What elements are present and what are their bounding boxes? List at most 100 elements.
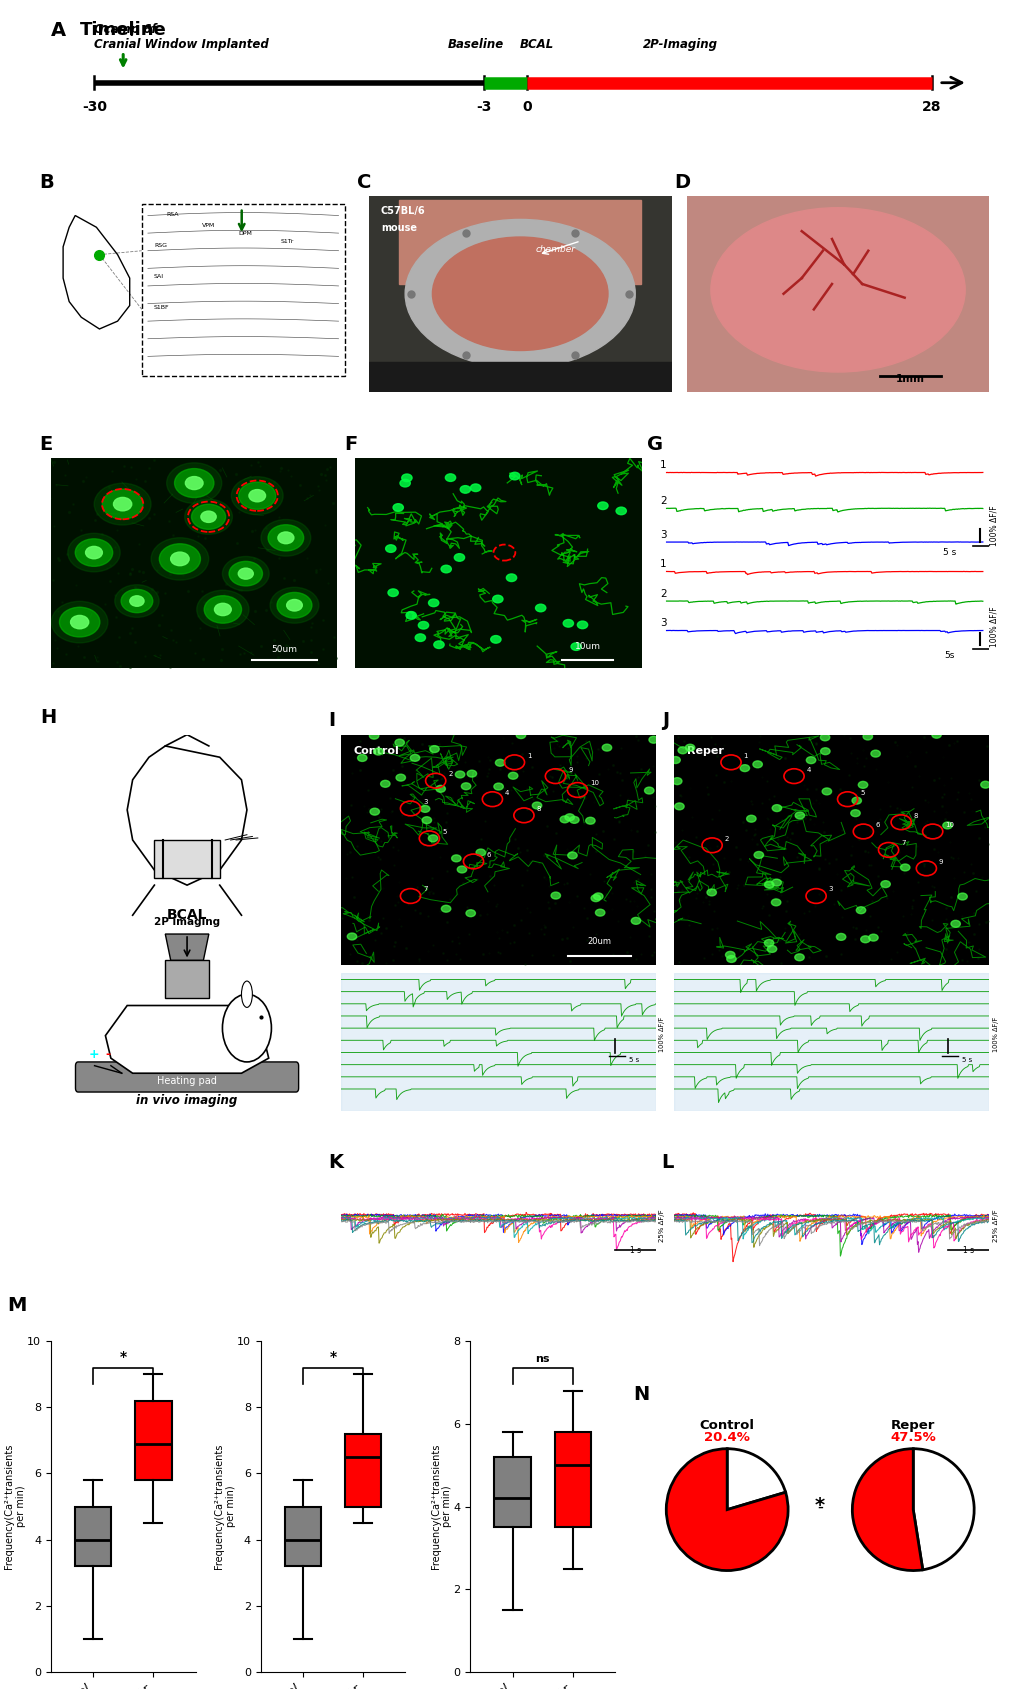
Polygon shape (165, 934, 209, 961)
Text: 8: 8 (913, 812, 917, 819)
Circle shape (571, 644, 581, 650)
Polygon shape (127, 747, 247, 885)
Circle shape (410, 755, 420, 762)
Circle shape (445, 475, 455, 481)
Text: 3: 3 (659, 618, 666, 628)
PathPatch shape (284, 1507, 321, 1566)
Text: 5: 5 (859, 789, 864, 796)
Circle shape (373, 748, 383, 755)
Text: J: J (661, 711, 668, 730)
Text: RSG: RSG (154, 243, 167, 248)
Text: -3: -3 (476, 100, 491, 113)
Circle shape (268, 525, 304, 551)
Circle shape (710, 208, 964, 372)
Circle shape (836, 934, 845, 941)
Text: 3: 3 (659, 530, 666, 540)
Circle shape (270, 588, 319, 623)
Circle shape (648, 736, 657, 743)
Circle shape (794, 954, 803, 961)
Circle shape (510, 473, 520, 480)
Text: 2P-Imaging: 2P-Imaging (642, 37, 717, 51)
Text: in vivo imaging: in vivo imaging (137, 1094, 237, 1106)
Circle shape (346, 932, 357, 941)
Text: 4: 4 (504, 789, 508, 796)
Circle shape (559, 816, 569, 823)
Wedge shape (912, 1449, 973, 1569)
Circle shape (238, 481, 275, 510)
Circle shape (222, 556, 269, 591)
Circle shape (197, 589, 249, 628)
Circle shape (277, 532, 293, 544)
Text: H: H (40, 708, 56, 728)
Circle shape (151, 537, 209, 579)
Text: 2: 2 (659, 589, 666, 600)
Circle shape (495, 760, 504, 767)
Circle shape (94, 483, 151, 525)
Circle shape (868, 934, 877, 941)
Circle shape (569, 816, 579, 823)
Circle shape (740, 765, 749, 772)
Text: Control: Control (699, 1419, 754, 1432)
Circle shape (51, 601, 108, 644)
Circle shape (593, 893, 602, 900)
Circle shape (601, 745, 611, 752)
Text: 9: 9 (568, 767, 572, 772)
Text: 100% ΔF/F: 100% ΔF/F (988, 606, 998, 647)
Text: RSA: RSA (166, 211, 178, 216)
Circle shape (454, 770, 465, 779)
Circle shape (591, 895, 600, 902)
Circle shape (432, 236, 607, 351)
Circle shape (819, 735, 829, 741)
Text: F: F (343, 434, 357, 454)
Circle shape (678, 747, 687, 753)
Circle shape (102, 490, 143, 519)
Text: 6: 6 (875, 823, 879, 828)
Circle shape (460, 486, 470, 493)
Text: 1 s: 1 s (630, 1246, 641, 1255)
Text: N: N (632, 1385, 648, 1404)
Text: chamber: chamber (535, 245, 575, 253)
Text: 10: 10 (590, 780, 598, 787)
Circle shape (467, 770, 476, 777)
Circle shape (170, 552, 189, 566)
Text: Baseline: Baseline (447, 37, 503, 51)
Text: Gcamp 6f: Gcamp 6f (94, 22, 157, 35)
Circle shape (286, 600, 302, 611)
Circle shape (672, 777, 682, 785)
Y-axis label: Frequency(Ca²⁺transients
per min): Frequency(Ca²⁺transients per min) (4, 1444, 25, 1569)
Circle shape (631, 917, 640, 924)
Text: -: - (816, 1498, 822, 1517)
Circle shape (441, 905, 450, 912)
Y-axis label: Frequency(Ca²⁺transients
per min): Frequency(Ca²⁺transients per min) (430, 1444, 451, 1569)
Text: *: * (814, 1496, 824, 1515)
Circle shape (238, 568, 253, 579)
Text: A: A (51, 20, 66, 39)
Text: 50um: 50um (271, 645, 298, 654)
Text: D: D (674, 172, 690, 193)
Circle shape (763, 939, 773, 946)
Text: SAI: SAI (154, 274, 164, 279)
Circle shape (671, 757, 680, 763)
Text: -30: -30 (82, 100, 107, 113)
Circle shape (229, 561, 262, 586)
Text: 100% ΔF/F: 100% ΔF/F (991, 1017, 998, 1052)
Text: Heating pad: Heating pad (157, 1076, 217, 1086)
Circle shape (385, 546, 395, 552)
Text: 5s: 5s (944, 650, 954, 660)
Circle shape (752, 760, 761, 768)
Text: I: I (328, 711, 335, 730)
PathPatch shape (75, 1507, 111, 1566)
Circle shape (420, 806, 429, 812)
PathPatch shape (344, 1434, 381, 1507)
Circle shape (674, 802, 684, 809)
Text: 5 s: 5 s (629, 1057, 639, 1064)
Text: Reper: Reper (686, 747, 723, 757)
Bar (369, 361, 671, 392)
Circle shape (806, 757, 815, 763)
Circle shape (166, 463, 221, 503)
Circle shape (726, 956, 736, 963)
Circle shape (746, 816, 755, 823)
Circle shape (70, 615, 89, 628)
Circle shape (121, 589, 153, 613)
Circle shape (850, 809, 859, 816)
